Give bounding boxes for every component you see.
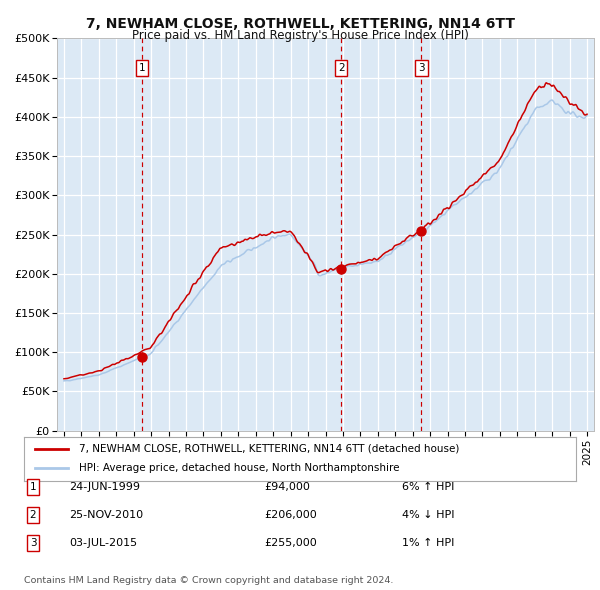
Text: £94,000: £94,000 — [264, 482, 310, 491]
Text: 1: 1 — [29, 482, 37, 491]
Text: Contains HM Land Registry data © Crown copyright and database right 2024.: Contains HM Land Registry data © Crown c… — [24, 576, 394, 585]
Text: 25-NOV-2010: 25-NOV-2010 — [69, 510, 143, 520]
Text: 7, NEWHAM CLOSE, ROTHWELL, KETTERING, NN14 6TT (detached house): 7, NEWHAM CLOSE, ROTHWELL, KETTERING, NN… — [79, 444, 460, 454]
Text: HPI: Average price, detached house, North Northamptonshire: HPI: Average price, detached house, Nort… — [79, 464, 400, 473]
Text: 03-JUL-2015: 03-JUL-2015 — [69, 539, 137, 548]
Text: 3: 3 — [418, 63, 425, 73]
Text: 1: 1 — [139, 63, 145, 73]
Text: 7, NEWHAM CLOSE, ROTHWELL, KETTERING, NN14 6TT: 7, NEWHAM CLOSE, ROTHWELL, KETTERING, NN… — [86, 17, 515, 31]
Text: 6% ↑ HPI: 6% ↑ HPI — [402, 482, 454, 491]
Text: 2: 2 — [338, 63, 344, 73]
Text: 4% ↓ HPI: 4% ↓ HPI — [402, 510, 455, 520]
Text: 3: 3 — [29, 539, 37, 548]
Text: 1% ↑ HPI: 1% ↑ HPI — [402, 539, 454, 548]
Text: 2: 2 — [29, 510, 37, 520]
Text: £255,000: £255,000 — [264, 539, 317, 548]
Text: £206,000: £206,000 — [264, 510, 317, 520]
Text: Price paid vs. HM Land Registry's House Price Index (HPI): Price paid vs. HM Land Registry's House … — [131, 30, 469, 42]
Text: 24-JUN-1999: 24-JUN-1999 — [69, 482, 140, 491]
